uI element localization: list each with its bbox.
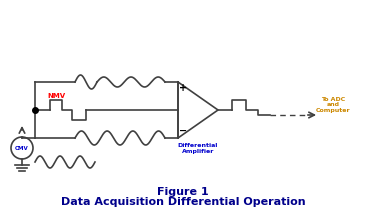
Text: To ADC
and
Computer: To ADC and Computer (316, 97, 350, 113)
Text: NMV: NMV (47, 93, 65, 99)
Text: CMV: CMV (15, 146, 29, 151)
Text: Differential
Amplifier: Differential Amplifier (178, 143, 218, 154)
Text: Data Acquisition Differential Operation: Data Acquisition Differential Operation (61, 197, 305, 207)
Text: +: + (179, 83, 187, 93)
Text: −: − (179, 126, 187, 136)
Text: Figure 1: Figure 1 (157, 187, 209, 197)
